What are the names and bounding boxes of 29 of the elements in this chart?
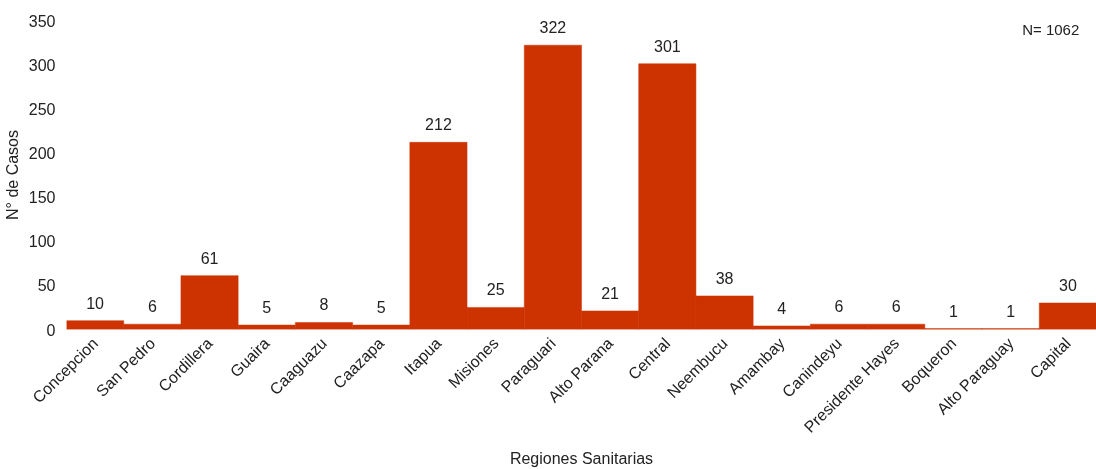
y-tick-label: 50 xyxy=(37,277,56,295)
data-label: 38 xyxy=(715,269,734,287)
y-tick-label: 250 xyxy=(28,100,56,118)
data-label: 1 xyxy=(949,302,958,320)
y-tick-label: 300 xyxy=(28,56,56,74)
data-label: 21 xyxy=(601,284,620,302)
y-tick-label: 200 xyxy=(28,144,56,162)
data-label: 10 xyxy=(86,294,105,312)
annotation: N= 1062 xyxy=(1022,20,1080,38)
data-label: 301 xyxy=(653,37,681,55)
data-label: 61 xyxy=(200,249,219,267)
data-label: 212 xyxy=(425,116,452,134)
data-label: 5 xyxy=(376,299,386,317)
data-label: 30 xyxy=(1058,277,1077,295)
data-label: 322 xyxy=(539,19,567,37)
data-label: 8 xyxy=(319,296,329,314)
y-tick-label: 350 xyxy=(28,12,56,30)
y-tick-label: 150 xyxy=(28,189,56,207)
data-label: 5 xyxy=(262,299,272,317)
data-label: 6 xyxy=(147,298,157,316)
data-label: 6 xyxy=(834,298,844,316)
data-label: 25 xyxy=(486,281,505,299)
y-tick-label: 0 xyxy=(46,321,56,339)
data-label: 1 xyxy=(1006,302,1016,320)
y-axis-title: N° de Casos xyxy=(3,130,21,220)
x-axis-title: Regiones Sanitarias xyxy=(509,449,654,467)
y-tick-label: 100 xyxy=(28,233,56,251)
data-label: 4 xyxy=(777,299,787,317)
data-label: 6 xyxy=(891,298,901,316)
